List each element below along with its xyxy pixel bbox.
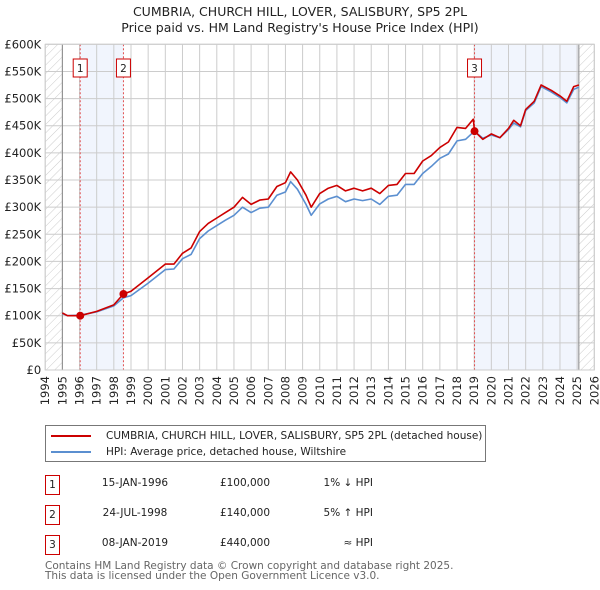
sale-price: £100,000 [219, 477, 271, 489]
footer-licence: This data is licensed under the Open Gov… [45, 570, 380, 582]
y-tick-label: £550K [4, 64, 41, 78]
x-tick-label: 2014 [381, 376, 395, 405]
x-tick-label: 1994 [38, 376, 52, 405]
x-tick-label: 2004 [210, 376, 224, 405]
x-tick-label: 2016 [416, 376, 430, 405]
sale-point [470, 127, 479, 136]
sale-point [76, 311, 85, 320]
x-tick-label: 2023 [536, 376, 550, 405]
sale-label-box [467, 58, 483, 78]
x-tick-label: 2009 [296, 376, 310, 405]
x-tick-label: 2025 [570, 376, 584, 405]
y-tick-label: £500K [4, 92, 41, 106]
x-tick-label: 2018 [450, 376, 464, 405]
x-tick-label: 1997 [90, 376, 104, 405]
x-tick-label: 1995 [55, 376, 69, 405]
x-tick-label: 2021 [502, 376, 516, 405]
sale-label: 2 [120, 63, 127, 75]
sale-label-box [115, 58, 131, 78]
footer-copyright: Contains HM Land Registry data © Crown c… [45, 560, 454, 572]
sale-row: 2 24-JUL-1998 £140,000 5% ↑ HPI [45, 505, 465, 525]
x-tick-label: 2015 [399, 376, 413, 405]
sale-hpi-compare: ≈ HPI [343, 537, 373, 549]
x-tick-label: 2022 [519, 376, 533, 405]
plot-area: 1994 1995 1996 1997 1998 1999 2000 2001 2002 2003… [4, 37, 600, 405]
sale-label: 1 [77, 63, 84, 75]
legend-item-property: CUMBRIA, CHURCH HILL, LOVER, SALISBURY, … [51, 428, 482, 444]
x-tick-label: 2002 [175, 376, 189, 405]
y-tick-label: £200K [4, 254, 41, 268]
x-tick-label: 2005 [227, 376, 241, 405]
y-tick-label: £250K [4, 227, 41, 241]
legend: CUMBRIA, CHURCH HILL, LOVER, SALISBURY, … [45, 425, 486, 462]
sale-label-box [72, 58, 88, 78]
sale-hpi-compare: 1% ↓ HPI [323, 477, 373, 489]
sale-row: 3 08-JAN-2019 £440,000 ≈ HPI [45, 535, 465, 555]
y-tick-label: £300K [4, 200, 41, 214]
property-price-line [62, 84, 580, 317]
y-tick-label: £600K [4, 37, 41, 51]
legend-item-hpi: HPI: Average price, detached house, Wilt… [51, 444, 346, 460]
y-tick-label: £50K [12, 336, 42, 350]
y-tick-label: £100K [4, 309, 41, 323]
sale-row: 1 15-JAN-1996 £100,000 1% ↓ HPI [45, 475, 465, 495]
sale-date: 24-JUL-1998 [102, 507, 168, 519]
x-tick-label: 2010 [313, 376, 327, 405]
x-tick-label: 2000 [141, 376, 155, 405]
sale-price: £140,000 [219, 507, 271, 519]
legend-swatch-blue [51, 451, 91, 453]
y-tick-label: £450K [4, 119, 41, 133]
y-tick-label: £150K [4, 282, 41, 296]
chart-title: CUMBRIA, CHURCH HILL, LOVER, SALISBURY, … [132, 4, 468, 19]
sale-date: 15-JAN-1996 [101, 477, 169, 489]
chart-subtitle: Price paid vs. HM Land Registry's House … [121, 20, 479, 35]
x-tick-label: 2012 [347, 376, 361, 405]
legend-swatch-red [51, 435, 91, 437]
sale-price: £440,000 [219, 537, 271, 549]
sale-marker-label: 3 [45, 535, 60, 555]
x-tick-label: 2019 [467, 376, 481, 405]
x-tick-label: 2013 [364, 376, 378, 405]
sale-marker-label: 2 [45, 505, 60, 525]
sale-point [119, 290, 128, 299]
x-tick-label: 2011 [330, 376, 344, 405]
y-tick-label: £400K [4, 146, 41, 160]
x-tick-label: 2003 [193, 376, 207, 405]
x-tick-label: 2007 [261, 376, 275, 405]
plot-border [44, 43, 595, 371]
sale-label: 3 [471, 63, 478, 75]
x-tick-label: 2008 [278, 376, 292, 405]
legend-label: CUMBRIA, CHURCH HILL, LOVER, SALISBURY, … [106, 430, 483, 442]
x-tick-label: 2017 [433, 376, 447, 405]
legend-label: HPI: Average price, detached house, Wilt… [106, 446, 347, 458]
y-tick-label: £350K [4, 173, 41, 187]
sale-marker-label: 1 [45, 475, 60, 495]
x-tick-label: 2024 [553, 376, 567, 405]
x-tick-label: 2006 [244, 376, 258, 405]
sale-hpi-compare: 5% ↑ HPI [323, 507, 373, 519]
x-tick-label: 2026 [587, 376, 600, 405]
x-tick-label: 1996 [73, 376, 87, 405]
x-tick-label: 2001 [158, 376, 172, 405]
x-tick-label: 1998 [107, 376, 121, 405]
y-tick-label: £0 [27, 363, 42, 377]
x-tick-label: 2020 [484, 376, 498, 405]
x-tick-label: 1999 [124, 376, 138, 405]
sale-date: 08-JAN-2019 [101, 537, 169, 549]
